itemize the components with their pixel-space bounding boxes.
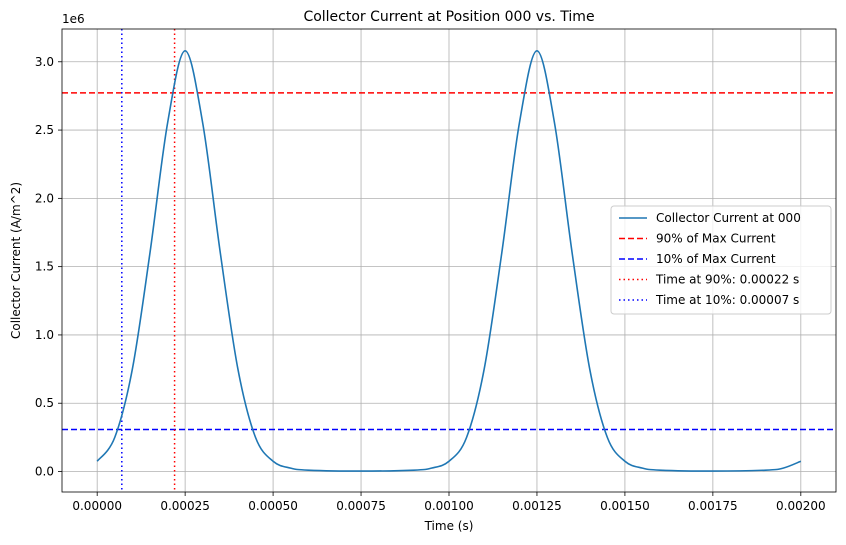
- y-tick-label: 0.0: [35, 465, 54, 479]
- legend-label: 10% of Max Current: [656, 252, 776, 266]
- x-tick-label: 0.00150: [600, 499, 650, 513]
- legend-box: [610, 205, 832, 315]
- ticks: 0.00000 0.00025 0.00050 0.00075 0.00100 0.001…: [35, 55, 826, 513]
- x-tick-label: 0.00075: [336, 499, 386, 513]
- legend-label: Collector Current at 000: [656, 211, 801, 225]
- x-tick-label: 0.00000: [72, 499, 122, 513]
- x-tick-label: 0.00100: [424, 499, 474, 513]
- series-line: [96, 50, 802, 472]
- y-tick-label: 1.5: [35, 260, 54, 274]
- x-tick-label: 0.00200: [776, 499, 826, 513]
- reference-lines: [62, 29, 836, 492]
- x-tick-label: 0.00125: [512, 499, 562, 513]
- y-tick-label: 1.0: [35, 328, 54, 342]
- y-axis-label: Collector Current (A/m^2): [9, 182, 23, 339]
- x-tick-label: 0.00175: [688, 499, 738, 513]
- x-axis-label: Time (s): [424, 519, 474, 533]
- y-tick-label: 0.5: [35, 396, 54, 410]
- legend-label: Time at 90%: 0.00022 s: [655, 273, 799, 287]
- x-tick-label: 0.00050: [248, 499, 298, 513]
- series-layer: [96, 50, 802, 472]
- y-tick-label: 2.0: [35, 191, 54, 205]
- legend: Collector Current at 000 90% of Max Curre…: [610, 205, 832, 315]
- legend-label: 90% of Max Current: [656, 232, 776, 246]
- y-tick-label: 2.5: [35, 123, 54, 137]
- x-tick-label: 0.00025: [160, 499, 210, 513]
- y-tick-label: 3.0: [35, 55, 54, 69]
- y-axis-offset-label: 1e6: [62, 12, 85, 26]
- legend-label: Time at 10%: 0.00007 s: [655, 293, 799, 307]
- chart-title: Collector Current at Position 000 vs. Ti…: [303, 9, 594, 25]
